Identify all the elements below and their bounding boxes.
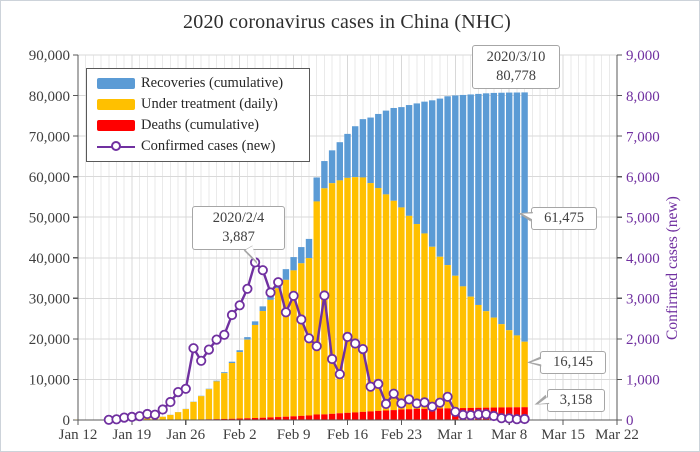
deaths-swatch-icon	[97, 120, 135, 131]
svg-text:80,000: 80,000	[29, 89, 70, 105]
svg-text:30,000: 30,000	[29, 292, 70, 308]
legend-label: Confirmed cases (new)	[141, 138, 276, 154]
svg-text:6,000: 6,000	[626, 170, 660, 186]
svg-text:Jan 19: Jan 19	[113, 427, 152, 443]
svg-text:3,000: 3,000	[626, 292, 660, 308]
legend-label: Deaths (cumulative)	[141, 117, 259, 133]
svg-text:1,000: 1,000	[626, 373, 660, 389]
legend-label: Recoveries (cumulative)	[141, 75, 284, 91]
svg-text:10,000: 10,000	[29, 373, 70, 389]
callout-under-treatment-value: 16,145	[526, 351, 606, 374]
legend-item-recoveries: Recoveries (cumulative)	[97, 73, 309, 94]
callout-deaths-value: 3,158	[532, 389, 605, 412]
svg-text:7,000: 7,000	[626, 129, 660, 145]
svg-text:0: 0	[63, 413, 71, 429]
legend-item-deaths: Deaths (cumulative)	[97, 115, 309, 136]
callout-mar10-total: 2020/3/10 80,778	[472, 45, 560, 89]
recoveries-swatch-icon	[97, 78, 135, 89]
svg-text:50,000: 50,000	[29, 210, 70, 226]
svg-text:Mar 15: Mar 15	[541, 427, 585, 443]
svg-text:70,000: 70,000	[29, 129, 70, 145]
right-axis-title: Confirmed cases (new)	[664, 196, 681, 340]
callout-feb4-peak: 2020/2/4 3,887	[192, 206, 285, 267]
callout-recoveries-value: 61,475	[516, 207, 597, 230]
chart-title: 2020 coronavirus cases in China (NHC)	[183, 11, 511, 33]
svg-text:60,000: 60,000	[29, 170, 70, 186]
svg-text:4,000: 4,000	[626, 251, 660, 267]
svg-text:40,000: 40,000	[29, 251, 70, 267]
svg-text:90,000: 90,000	[29, 48, 70, 64]
svg-text:Feb 2: Feb 2	[223, 427, 257, 443]
svg-text:Mar 1: Mar 1	[437, 427, 473, 443]
svg-text:Mar 8: Mar 8	[491, 427, 527, 443]
svg-text:Feb 9: Feb 9	[277, 427, 311, 443]
legend-item-confirmed-line: Confirmed cases (new)	[97, 136, 309, 157]
svg-text:Jan 26: Jan 26	[166, 427, 205, 443]
svg-text:0: 0	[626, 413, 634, 429]
svg-text:Jan 12: Jan 12	[59, 427, 98, 443]
svg-text:20,000: 20,000	[29, 332, 70, 348]
line-marker-icon	[97, 141, 135, 151]
svg-text:2,000: 2,000	[626, 332, 660, 348]
svg-text:8,000: 8,000	[626, 89, 660, 105]
svg-text:9,000: 9,000	[626, 48, 660, 64]
legend-item-under-treatment: Under treatment (daily)	[97, 94, 309, 115]
legend-label: Under treatment (daily)	[141, 96, 278, 112]
legend: Recoveries (cumulative) Under treatment …	[86, 68, 310, 162]
svg-text:Mar 22: Mar 22	[595, 427, 639, 443]
svg-text:Feb 16: Feb 16	[327, 427, 369, 443]
svg-text:Feb 23: Feb 23	[381, 427, 422, 443]
svg-text:5,000: 5,000	[626, 210, 660, 226]
under-treatment-swatch-icon	[97, 99, 135, 110]
